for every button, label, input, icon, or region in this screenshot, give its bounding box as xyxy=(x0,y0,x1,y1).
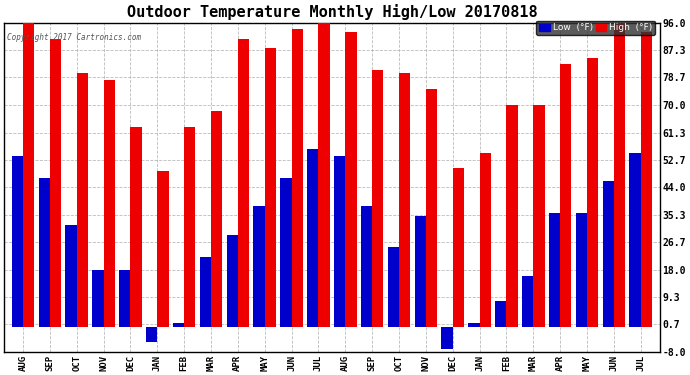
Bar xyxy=(587,57,598,327)
Bar xyxy=(130,127,141,327)
Bar xyxy=(506,105,518,327)
Bar xyxy=(253,206,265,327)
Bar xyxy=(39,178,50,327)
Bar xyxy=(372,70,384,327)
Bar xyxy=(157,171,168,327)
Bar xyxy=(602,181,614,327)
Bar xyxy=(575,213,587,327)
Bar xyxy=(426,89,437,327)
Bar xyxy=(92,270,104,327)
Bar xyxy=(265,48,276,327)
Bar xyxy=(292,29,303,327)
Bar xyxy=(522,276,533,327)
Bar xyxy=(361,206,372,327)
Bar xyxy=(226,235,238,327)
Title: Outdoor Temperature Monthly High/Low 20170818: Outdoor Temperature Monthly High/Low 201… xyxy=(126,4,538,20)
Text: Copyright 2017 Cartronics.com: Copyright 2017 Cartronics.com xyxy=(8,33,141,42)
Bar xyxy=(307,149,318,327)
Bar xyxy=(238,39,249,327)
Bar xyxy=(318,20,330,327)
Bar xyxy=(66,225,77,327)
Bar xyxy=(146,327,157,342)
Bar xyxy=(334,156,345,327)
Bar xyxy=(345,32,357,327)
Bar xyxy=(415,216,426,327)
Bar xyxy=(119,270,130,327)
Bar xyxy=(480,153,491,327)
Bar xyxy=(614,23,625,327)
Bar xyxy=(469,324,480,327)
Bar xyxy=(50,39,61,327)
Bar xyxy=(388,248,399,327)
Bar xyxy=(641,32,652,327)
Bar xyxy=(549,213,560,327)
Bar xyxy=(629,153,641,327)
Bar xyxy=(399,74,411,327)
Bar xyxy=(77,74,88,327)
Bar xyxy=(104,80,115,327)
Bar xyxy=(211,111,222,327)
Bar xyxy=(560,64,571,327)
Bar xyxy=(23,23,34,327)
Bar xyxy=(495,301,506,327)
Bar xyxy=(199,257,211,327)
Bar xyxy=(533,105,544,327)
Bar xyxy=(173,324,184,327)
Bar xyxy=(453,168,464,327)
Bar xyxy=(184,127,195,327)
Bar xyxy=(280,178,292,327)
Bar xyxy=(12,156,23,327)
Legend: Low  (°F), High  (°F): Low (°F), High (°F) xyxy=(536,21,655,35)
Bar xyxy=(442,327,453,349)
